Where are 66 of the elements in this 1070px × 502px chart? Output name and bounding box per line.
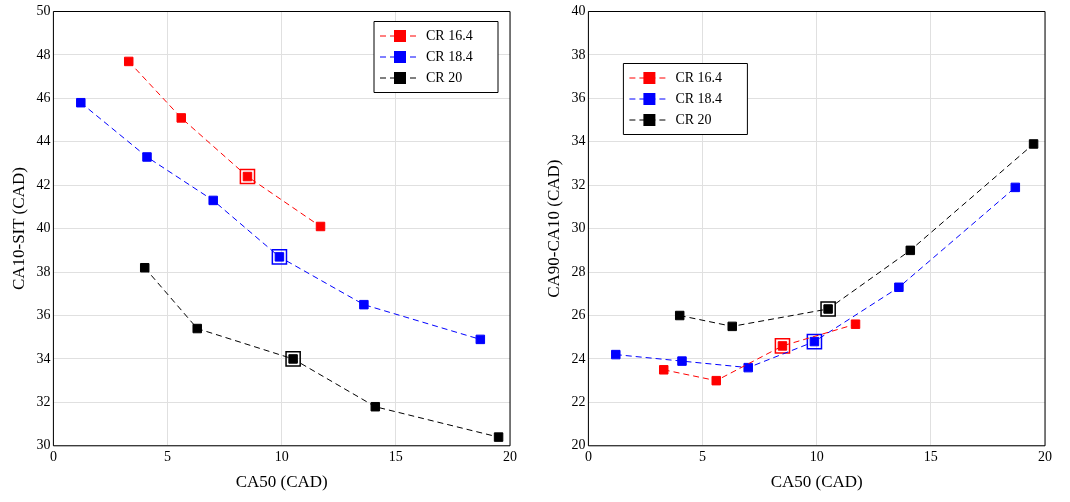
y-axis-title: CA10-SIT (CAD): [8, 167, 28, 291]
point: [674, 310, 685, 321]
point: [208, 195, 218, 206]
y-tick-label: 38: [36, 263, 51, 279]
y-axis-title: CA90-CA10 (CAD): [543, 159, 563, 298]
point: [124, 56, 134, 67]
y-tick-label: 20: [571, 437, 586, 453]
y-tick-label: 40: [571, 3, 586, 19]
y-tick-label: 28: [571, 263, 586, 279]
y-tick-label: 38: [571, 46, 586, 62]
point: [1028, 139, 1039, 149]
point: [493, 432, 504, 442]
y-tick-label: 24: [571, 350, 586, 366]
x-axis-title: CA50 (CAD): [770, 472, 863, 492]
y-tick-label: 40: [36, 220, 51, 236]
y-tick-label: 48: [36, 46, 51, 62]
y-tick-label: 30: [571, 220, 586, 236]
point: [359, 299, 369, 310]
y-tick-label: 32: [571, 176, 586, 192]
x-tick-label: 15: [923, 448, 938, 464]
legend-label: CR 18.4: [426, 48, 473, 64]
y-tick-label: 46: [36, 90, 51, 106]
point: [315, 221, 326, 232]
point: [76, 97, 86, 108]
legend-label: CR 16.4: [675, 69, 723, 85]
point: [905, 245, 916, 256]
point: [850, 319, 861, 329]
x-tick-label: 20: [503, 448, 517, 464]
legend-label: CR 16.4: [426, 27, 473, 43]
point: [176, 113, 186, 123]
y-tick-label: 34: [571, 133, 586, 149]
y-tick-label: 36: [571, 90, 586, 106]
point: [659, 365, 669, 375]
x-tick-label: 0: [49, 448, 57, 464]
point: [475, 334, 486, 345]
point: [727, 321, 737, 332]
y-tick-label: 50: [36, 3, 51, 19]
x-tick-label: 0: [584, 448, 592, 464]
point: [711, 375, 721, 386]
point: [743, 362, 753, 373]
legend-label: CR 20: [426, 69, 463, 85]
point: [192, 323, 202, 334]
point: [611, 349, 621, 360]
point: [142, 152, 152, 162]
y-tick-label: 34: [36, 350, 51, 366]
point: [1010, 182, 1021, 193]
x-axis-title: CA50 (CAD): [235, 472, 328, 492]
point: [677, 356, 687, 366]
y-tick-label: 44: [36, 133, 51, 149]
y-tick-label: 32: [36, 394, 51, 410]
y-tick-label: 30: [36, 437, 51, 453]
y-tick-label: 36: [36, 307, 51, 323]
legend-label: CR 18.4: [675, 90, 723, 106]
x-tick-label: 15: [388, 448, 403, 464]
x-tick-label: 20: [1038, 448, 1052, 464]
x-tick-label: 5: [164, 448, 172, 464]
x-tick-label: 10: [274, 448, 289, 464]
point: [370, 401, 381, 412]
y-tick-label: 22: [571, 394, 586, 410]
legend-label: CR 20: [675, 111, 712, 127]
y-tick-label: 42: [36, 176, 51, 192]
x-tick-label: 5: [699, 448, 707, 464]
point: [894, 282, 904, 293]
x-tick-label: 10: [809, 448, 824, 464]
y-tick-label: 26: [571, 307, 586, 323]
point: [139, 262, 150, 273]
